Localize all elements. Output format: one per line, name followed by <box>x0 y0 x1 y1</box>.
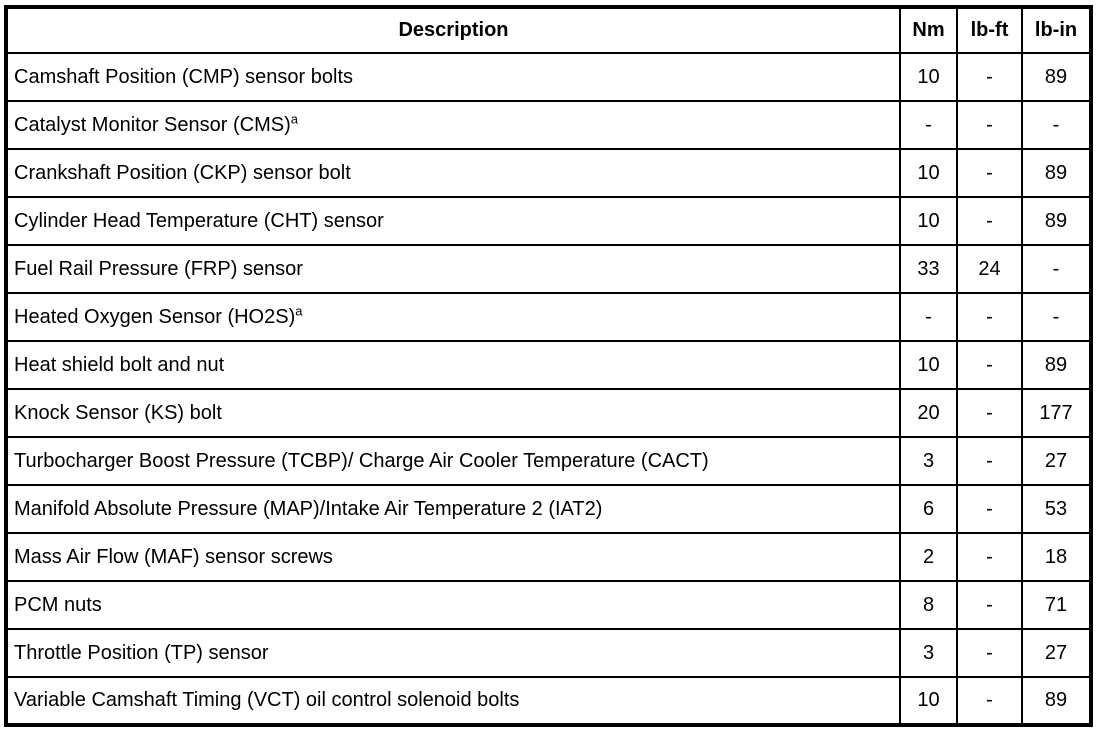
table-row: Knock Sensor (KS) bolt 20-177 <box>5 388 1092 438</box>
description-cell: Knock Sensor (KS) bolt <box>5 388 901 438</box>
nm-cell: 20 <box>899 388 958 438</box>
description-cell: PCM nuts <box>5 580 901 630</box>
lb-in-cell: - <box>1021 100 1092 150</box>
lb-in-cell: 89 <box>1021 52 1092 102</box>
column-header-nm: Nm <box>899 6 958 54</box>
description-cell: Catalyst Monitor Sensor (CMS)a <box>5 100 901 150</box>
lb-ft-cell: 24 <box>956 244 1023 294</box>
nm-cell: - <box>899 292 958 342</box>
lb-in-cell: 177 <box>1021 388 1092 438</box>
column-header-description: Description <box>5 6 901 54</box>
lb-ft-cell: - <box>956 436 1023 486</box>
table-row: Mass Air Flow (MAF) sensor screws 2-18 <box>5 532 1092 582</box>
table-row: Manifold Absolute Pressure (MAP)/Intake … <box>5 484 1092 534</box>
lb-in-cell: 89 <box>1021 676 1092 726</box>
nm-cell: 10 <box>899 196 958 246</box>
description-cell: Camshaft Position (CMP) sensor bolts <box>5 52 901 102</box>
nm-cell: 8 <box>899 580 958 630</box>
table-row: Cylinder Head Temperature (CHT) sensor 10… <box>5 196 1092 246</box>
description-cell: Turbocharger Boost Pressure (TCBP)/ Char… <box>5 436 901 486</box>
nm-cell: 33 <box>899 244 958 294</box>
nm-cell: 6 <box>899 484 958 534</box>
description-cell: Throttle Position (TP) sensor <box>5 628 901 678</box>
nm-cell: 10 <box>899 676 958 726</box>
lb-ft-cell: - <box>956 340 1023 390</box>
description-cell: Manifold Absolute Pressure (MAP)/Intake … <box>5 484 901 534</box>
lb-in-cell: - <box>1021 292 1092 342</box>
column-header-lb-in: lb-in <box>1021 6 1092 54</box>
table-row: Throttle Position (TP) sensor 3-27 <box>5 628 1092 678</box>
torque-specifications-table: Description Nm lb-ft lb-in Camshaft Posi… <box>4 5 1093 727</box>
nm-cell: 2 <box>899 532 958 582</box>
description-cell: Variable Camshaft Timing (VCT) oil contr… <box>5 676 901 726</box>
description-cell: Mass Air Flow (MAF) sensor screws <box>5 532 901 582</box>
nm-cell: 10 <box>899 148 958 198</box>
lb-ft-cell: - <box>956 628 1023 678</box>
lb-ft-cell: - <box>956 388 1023 438</box>
lb-in-cell: 89 <box>1021 340 1092 390</box>
description-cell: Cylinder Head Temperature (CHT) sensor <box>5 196 901 246</box>
lb-in-cell: 18 <box>1021 532 1092 582</box>
lb-in-cell: 27 <box>1021 628 1092 678</box>
table-row: Turbocharger Boost Pressure (TCBP)/ Char… <box>5 436 1092 486</box>
lb-ft-cell: - <box>956 196 1023 246</box>
lb-ft-cell: - <box>956 100 1023 150</box>
table-row: PCM nuts 8-71 <box>5 580 1092 630</box>
column-header-lb-ft: lb-ft <box>956 6 1023 54</box>
description-cell: Heat shield bolt and nut <box>5 340 901 390</box>
table-row: Catalyst Monitor Sensor (CMS)a - - - <box>5 100 1092 150</box>
table-row: Crankshaft Position (CKP) sensor bolt 10-… <box>5 148 1092 198</box>
table-header: Description Nm lb-ft lb-in <box>5 6 1092 54</box>
table-row: Heated Oxygen Sensor (HO2S)a - - - <box>5 292 1092 342</box>
table-row: Fuel Rail Pressure (FRP) sensor 33 24- <box>5 244 1092 294</box>
description-cell: Fuel Rail Pressure (FRP) sensor <box>5 244 901 294</box>
lb-ft-cell: - <box>956 676 1023 726</box>
document-page: Description Nm lb-ft lb-in Camshaft Posi… <box>0 5 1120 743</box>
lb-ft-cell: - <box>956 580 1023 630</box>
table-row: Heat shield bolt and nut 10-89 <box>5 340 1092 390</box>
footnote-marker: a <box>290 110 298 126</box>
nm-cell: 10 <box>899 52 958 102</box>
lb-in-cell: 89 <box>1021 196 1092 246</box>
header-row: Description Nm lb-ft lb-in <box>5 6 1092 54</box>
footnote-marker: a <box>295 302 303 318</box>
nm-cell: - <box>899 100 958 150</box>
lb-ft-cell: - <box>956 52 1023 102</box>
lb-in-cell: 53 <box>1021 484 1092 534</box>
lb-ft-cell: - <box>956 484 1023 534</box>
lb-in-cell: 71 <box>1021 580 1092 630</box>
nm-cell: 10 <box>899 340 958 390</box>
nm-cell: 3 <box>899 436 958 486</box>
table-row: Camshaft Position (CMP) sensor bolts 10-8… <box>5 52 1092 102</box>
lb-in-cell: 27 <box>1021 436 1092 486</box>
table-body: Camshaft Position (CMP) sensor bolts 10-8… <box>5 52 1092 726</box>
lb-in-cell: - <box>1021 244 1092 294</box>
lb-in-cell: 89 <box>1021 148 1092 198</box>
description-cell: Crankshaft Position (CKP) sensor bolt <box>5 148 901 198</box>
lb-ft-cell: - <box>956 148 1023 198</box>
lb-ft-cell: - <box>956 532 1023 582</box>
table-row: Variable Camshaft Timing (VCT) oil contr… <box>5 676 1092 726</box>
lb-ft-cell: - <box>956 292 1023 342</box>
nm-cell: 3 <box>899 628 958 678</box>
description-cell: Heated Oxygen Sensor (HO2S)a <box>5 292 901 342</box>
